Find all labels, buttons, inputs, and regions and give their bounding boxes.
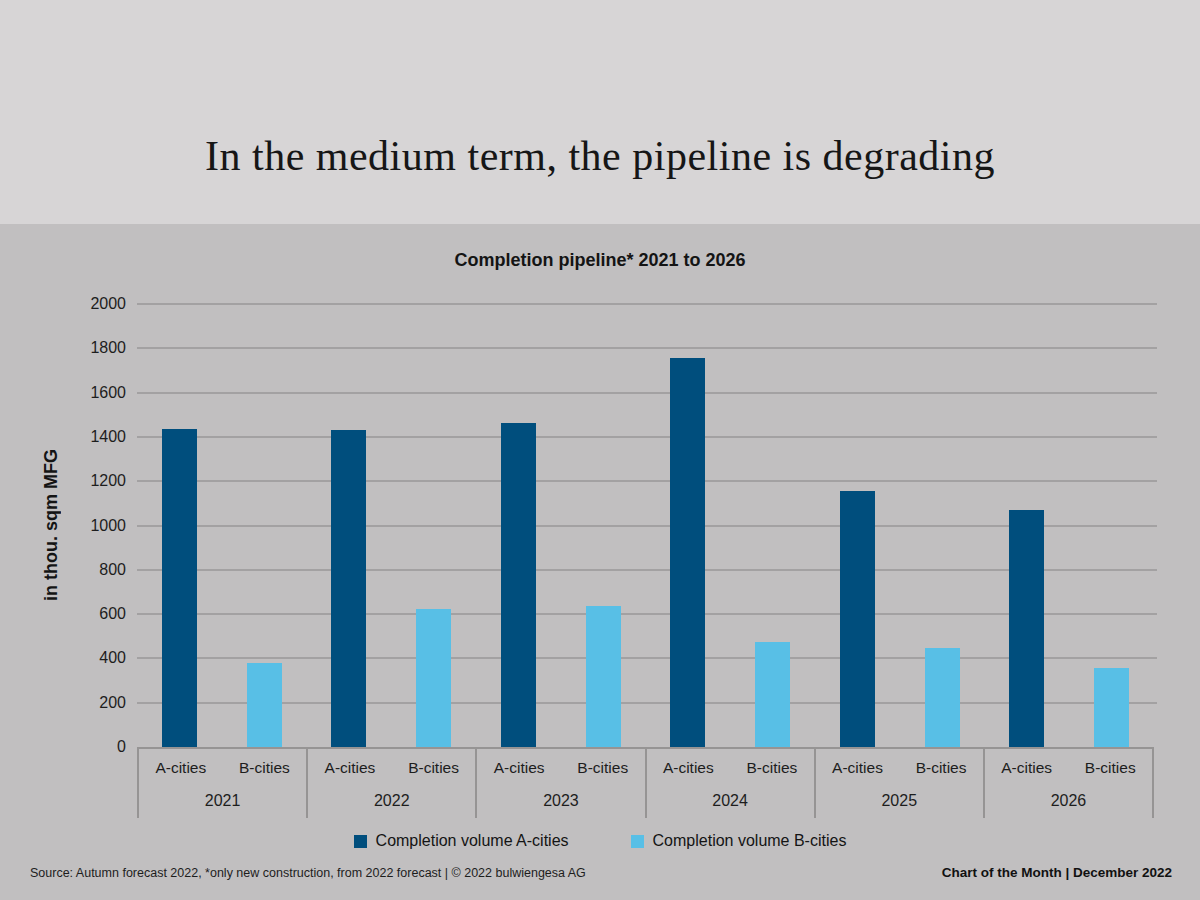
y-tick-label: 400 [0, 648, 126, 668]
y-tick-label: 200 [0, 693, 126, 713]
x-axis-group-2025: A-citiesB-cities2025 [814, 749, 983, 818]
x-subcategory-label: A-cities [139, 759, 223, 777]
bar-slot [730, 304, 815, 747]
bar-slot [1069, 304, 1154, 747]
bar [840, 491, 875, 747]
x-subcategory-label: B-cities [561, 759, 645, 777]
x-year-label: 2026 [985, 788, 1152, 818]
slide: In the medium term, the pipeline is degr… [0, 0, 1200, 900]
bar [331, 430, 366, 747]
bar [416, 609, 451, 747]
y-axis-labels: 0200400600800100012001400160018002000 [0, 304, 126, 747]
chart-title: Completion pipeline* 2021 to 2026 [0, 250, 1200, 271]
bar-slot [137, 304, 222, 747]
plot-area [137, 304, 1154, 747]
y-tick-label: 1200 [0, 471, 126, 491]
x-subcategory-label: B-cities [223, 759, 307, 777]
bar-group-2026 [985, 304, 1155, 747]
y-tick-label: 600 [0, 604, 126, 624]
bar [1009, 510, 1044, 747]
x-axis: A-citiesB-cities2021A-citiesB-cities2022… [137, 747, 1154, 818]
bar-slot [900, 304, 985, 747]
legend-item: Completion volume A-cities [354, 832, 569, 850]
legend-item: Completion volume B-cities [631, 832, 847, 850]
x-year-label: 2022 [308, 788, 475, 818]
bar [925, 648, 960, 747]
bar-slot [391, 304, 476, 747]
legend: Completion volume A-cities Completion vol… [0, 832, 1200, 850]
x-axis-group-2023: A-citiesB-cities2023 [475, 749, 644, 818]
bar-group-2022 [307, 304, 477, 747]
bar-slot [815, 304, 900, 747]
x-subcategory-label: B-cities [392, 759, 476, 777]
bar [755, 642, 790, 747]
x-subcategory-row: A-citiesB-cities [647, 749, 814, 788]
x-subcategory-label: A-cities [308, 759, 392, 777]
y-tick-label: 800 [0, 560, 126, 580]
bar-slot [222, 304, 307, 747]
bar-slot [646, 304, 731, 747]
x-axis-group-2022: A-citiesB-cities2022 [306, 749, 475, 818]
footer-source: Source: Autumn forecast 2022, *only new … [30, 866, 586, 880]
x-subcategory-label: B-cities [899, 759, 983, 777]
bar-groups [137, 304, 1154, 747]
x-subcategory-label: A-cities [477, 759, 561, 777]
x-subcategory-label: B-cities [1068, 759, 1152, 777]
y-tick-label: 1800 [0, 338, 126, 358]
bar [501, 423, 536, 747]
x-subcategory-label: A-cities [816, 759, 900, 777]
legend-swatch-icon [631, 835, 644, 848]
bar [1094, 668, 1129, 747]
chart-area: Completion pipeline* 2021 to 2026 in tho… [0, 224, 1200, 900]
y-tick-label: 2000 [0, 294, 126, 314]
slide-title: In the medium term, the pipeline is degr… [0, 132, 1200, 180]
bar-group-2024 [646, 304, 816, 747]
bar-group-2025 [815, 304, 985, 747]
y-tick-label: 1600 [0, 383, 126, 403]
x-subcategory-row: A-citiesB-cities [477, 749, 644, 788]
legend-swatch-icon [354, 835, 367, 848]
bar-group-2021 [137, 304, 307, 747]
x-axis-group-2026: A-citiesB-cities2026 [983, 749, 1154, 818]
bar-slot [985, 304, 1070, 747]
header-band: In the medium term, the pipeline is degr… [0, 0, 1200, 224]
bar [162, 429, 197, 747]
x-axis-group-2024: A-citiesB-cities2024 [645, 749, 814, 818]
x-subcategory-row: A-citiesB-cities [816, 749, 983, 788]
bar-slot [476, 304, 561, 747]
x-year-label: 2021 [139, 788, 306, 818]
bar [247, 663, 282, 747]
bar [586, 606, 621, 747]
x-subcategory-label: B-cities [730, 759, 814, 777]
x-year-label: 2024 [647, 788, 814, 818]
y-tick-label: 1000 [0, 516, 126, 536]
bar-slot [561, 304, 646, 747]
x-subcategory-label: A-cities [647, 759, 731, 777]
x-subcategory-row: A-citiesB-cities [139, 749, 306, 788]
bar-group-2023 [476, 304, 646, 747]
x-year-label: 2023 [477, 788, 644, 818]
x-year-label: 2025 [816, 788, 983, 818]
bar [670, 358, 705, 747]
footer-note: Chart of the Month | December 2022 [942, 865, 1172, 880]
legend-label: Completion volume B-cities [653, 832, 847, 850]
legend-label: Completion volume A-cities [376, 832, 569, 850]
x-subcategory-label: A-cities [985, 759, 1069, 777]
x-subcategory-row: A-citiesB-cities [308, 749, 475, 788]
y-tick-label: 1400 [0, 427, 126, 447]
x-subcategory-row: A-citiesB-cities [985, 749, 1152, 788]
bar-slot [307, 304, 392, 747]
y-tick-label: 0 [0, 737, 126, 757]
x-axis-group-2021: A-citiesB-cities2021 [137, 749, 306, 818]
